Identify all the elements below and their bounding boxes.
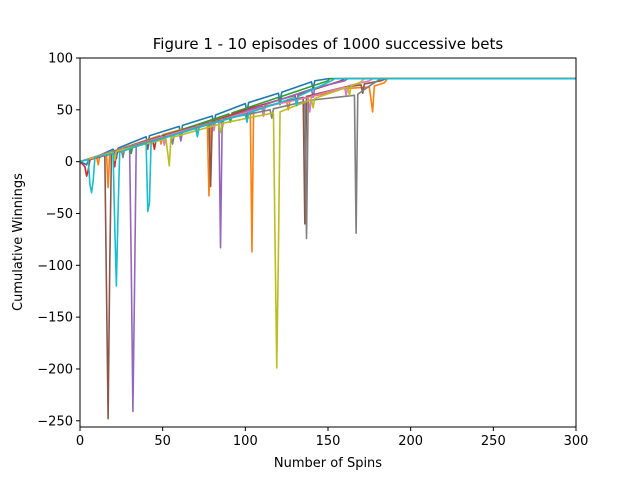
x-axis-label: Number of Spins xyxy=(274,456,382,471)
y-axis-label: Cumulative Winnings xyxy=(11,173,26,311)
x-tick-label: 150 xyxy=(316,434,341,449)
y-axis: −250 −200 −150 −100 −50 0 50 100 xyxy=(37,52,80,429)
y-tick-label: −100 xyxy=(37,259,73,274)
series-line-9 xyxy=(80,77,576,369)
x-tick-label: 200 xyxy=(398,434,423,449)
series-line-8 xyxy=(80,77,576,240)
series-layer xyxy=(80,77,576,420)
x-tick-label: 250 xyxy=(481,434,506,449)
y-tick-label: −150 xyxy=(37,311,73,326)
x-tick-label: 0 xyxy=(76,434,84,449)
y-tick-label: 50 xyxy=(56,103,73,118)
y-tick-label: −250 xyxy=(37,414,73,429)
y-tick-label: −200 xyxy=(37,362,73,377)
series-line-6 xyxy=(80,77,576,420)
x-tick-label: 300 xyxy=(564,434,589,449)
chart-title: Figure 1 - 10 episodes of 1000 successiv… xyxy=(153,35,504,53)
axes-frame xyxy=(79,57,577,428)
y-tick-label: −50 xyxy=(46,207,73,222)
series-line-5 xyxy=(80,77,576,413)
y-tick-label: 100 xyxy=(48,52,73,67)
plot-area: 0 50 100 150 200 250 300 −250 −200 −150 −100 −50 0 5… xyxy=(37,52,588,450)
series-line-2 xyxy=(80,77,576,253)
y-tick-label: 0 xyxy=(65,155,73,170)
x-tick-label: 100 xyxy=(233,434,258,449)
series-line-10 xyxy=(80,77,576,287)
x-tick-label: 50 xyxy=(154,434,171,449)
x-axis: 0 50 100 150 200 250 300 xyxy=(76,427,589,449)
